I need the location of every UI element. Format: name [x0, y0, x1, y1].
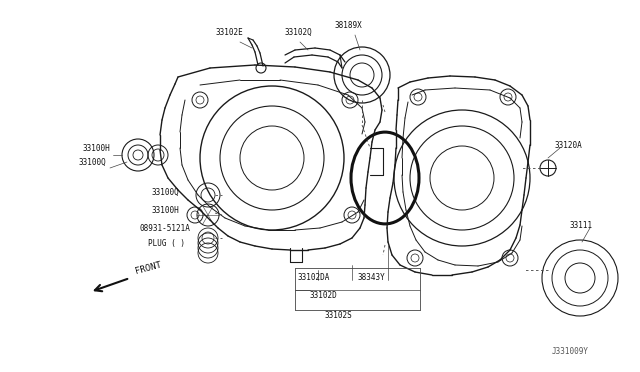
Text: 38343Y: 38343Y [358, 273, 386, 282]
Text: 33120A: 33120A [555, 141, 583, 150]
Text: 33100H: 33100H [152, 205, 180, 215]
Text: 33102E: 33102E [215, 28, 243, 36]
Text: 38189X: 38189X [335, 20, 363, 29]
Text: 33102D: 33102D [310, 291, 338, 299]
Text: PLUG ( ): PLUG ( ) [148, 238, 185, 247]
Text: FRONT: FRONT [134, 261, 162, 276]
Text: 08931-5121A: 08931-5121A [140, 224, 191, 232]
Text: 33102DA: 33102DA [298, 273, 330, 282]
Text: 33111: 33111 [570, 221, 593, 230]
Text: J331009Y: J331009Y [552, 347, 589, 356]
Text: 33100Q: 33100Q [152, 187, 180, 196]
Text: 33102S: 33102S [325, 311, 353, 320]
Text: 33100Q: 33100Q [78, 157, 106, 167]
Text: 33100H: 33100H [82, 144, 109, 153]
Text: 33102Q: 33102Q [285, 28, 313, 36]
